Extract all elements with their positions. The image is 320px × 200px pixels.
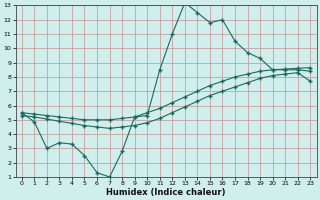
X-axis label: Humidex (Indice chaleur): Humidex (Indice chaleur) [106,188,226,197]
